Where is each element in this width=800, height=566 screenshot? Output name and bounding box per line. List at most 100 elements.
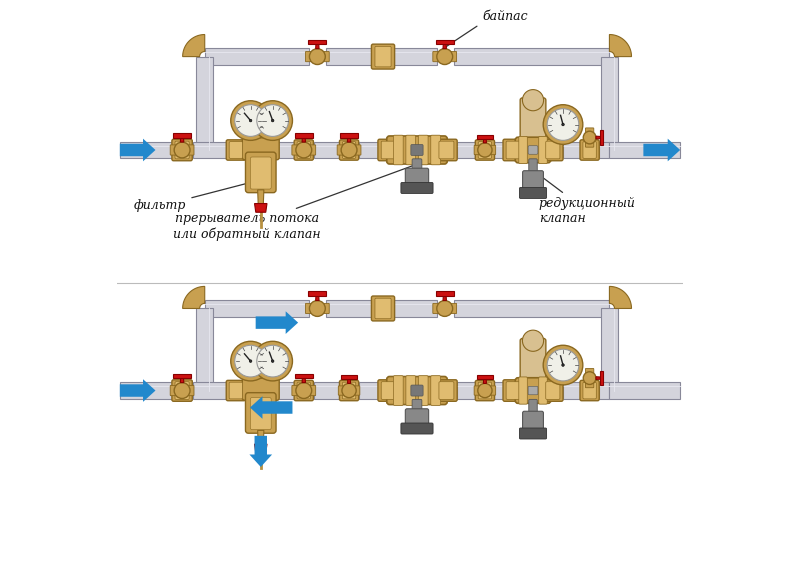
FancyBboxPatch shape [175,381,189,400]
FancyBboxPatch shape [246,152,276,192]
FancyBboxPatch shape [412,400,422,411]
Circle shape [253,341,293,381]
FancyBboxPatch shape [542,139,563,161]
Polygon shape [454,300,610,317]
FancyBboxPatch shape [580,140,599,160]
Polygon shape [457,382,485,399]
Polygon shape [610,382,680,399]
FancyBboxPatch shape [451,52,457,62]
Circle shape [230,101,270,140]
Polygon shape [182,286,205,308]
FancyBboxPatch shape [406,135,416,165]
Polygon shape [173,374,191,378]
FancyBboxPatch shape [170,385,176,396]
FancyBboxPatch shape [394,376,403,405]
FancyBboxPatch shape [294,140,314,160]
FancyBboxPatch shape [378,380,399,401]
Polygon shape [205,48,310,65]
FancyBboxPatch shape [323,303,330,314]
FancyBboxPatch shape [354,386,360,395]
FancyBboxPatch shape [519,187,546,199]
Polygon shape [601,57,618,150]
FancyArrow shape [250,436,272,467]
Polygon shape [436,291,454,296]
FancyBboxPatch shape [542,380,563,401]
Polygon shape [341,375,358,379]
FancyBboxPatch shape [406,376,416,405]
Polygon shape [180,136,184,142]
FancyBboxPatch shape [246,393,276,433]
FancyBboxPatch shape [436,380,457,401]
Circle shape [296,383,312,398]
Polygon shape [247,382,304,399]
FancyBboxPatch shape [436,139,457,161]
Circle shape [562,364,564,366]
Polygon shape [596,377,601,379]
Polygon shape [494,382,514,399]
FancyBboxPatch shape [375,46,391,67]
FancyBboxPatch shape [586,383,594,388]
Circle shape [543,105,583,144]
FancyBboxPatch shape [522,411,543,432]
Polygon shape [610,142,680,158]
FancyArrow shape [120,379,155,402]
FancyBboxPatch shape [433,52,438,62]
FancyBboxPatch shape [188,145,194,155]
Polygon shape [308,291,326,296]
FancyBboxPatch shape [546,381,560,400]
Circle shape [342,383,356,398]
FancyBboxPatch shape [583,142,596,158]
Polygon shape [599,130,603,145]
FancyBboxPatch shape [323,52,330,62]
FancyArrow shape [256,311,298,334]
Circle shape [230,341,270,381]
FancyBboxPatch shape [506,141,520,159]
Circle shape [234,345,266,377]
FancyBboxPatch shape [583,382,596,399]
Polygon shape [180,377,184,383]
FancyBboxPatch shape [528,386,538,395]
FancyBboxPatch shape [538,136,547,164]
Circle shape [174,383,190,398]
Polygon shape [314,382,349,399]
Circle shape [562,123,564,126]
Circle shape [543,345,583,385]
Polygon shape [182,35,205,57]
FancyBboxPatch shape [378,139,399,161]
FancyBboxPatch shape [520,338,546,383]
Polygon shape [347,378,350,383]
FancyBboxPatch shape [411,385,423,396]
Polygon shape [443,43,446,49]
Polygon shape [598,382,610,399]
Circle shape [310,49,326,65]
FancyBboxPatch shape [401,182,433,194]
FancyBboxPatch shape [519,377,527,404]
FancyBboxPatch shape [439,381,454,400]
Polygon shape [302,377,306,383]
Polygon shape [359,382,389,399]
FancyBboxPatch shape [490,386,496,395]
FancyBboxPatch shape [411,144,423,156]
Polygon shape [436,40,454,44]
FancyBboxPatch shape [250,157,271,189]
Circle shape [271,360,274,362]
FancyBboxPatch shape [546,141,560,159]
FancyBboxPatch shape [475,140,494,160]
FancyBboxPatch shape [342,382,356,399]
Circle shape [257,105,289,136]
Text: прерыватель потока
или обратный клапан: прерыватель потока или обратный клапан [174,165,414,241]
Circle shape [253,101,293,140]
Polygon shape [254,204,267,212]
FancyBboxPatch shape [310,385,316,396]
FancyBboxPatch shape [342,142,356,158]
Polygon shape [314,142,349,158]
FancyBboxPatch shape [515,378,550,404]
FancyBboxPatch shape [229,142,242,158]
FancyBboxPatch shape [412,159,422,171]
Polygon shape [494,142,514,158]
Polygon shape [347,136,350,142]
FancyBboxPatch shape [520,98,546,142]
FancyArrow shape [643,139,680,161]
FancyBboxPatch shape [371,44,394,69]
FancyBboxPatch shape [528,145,538,154]
